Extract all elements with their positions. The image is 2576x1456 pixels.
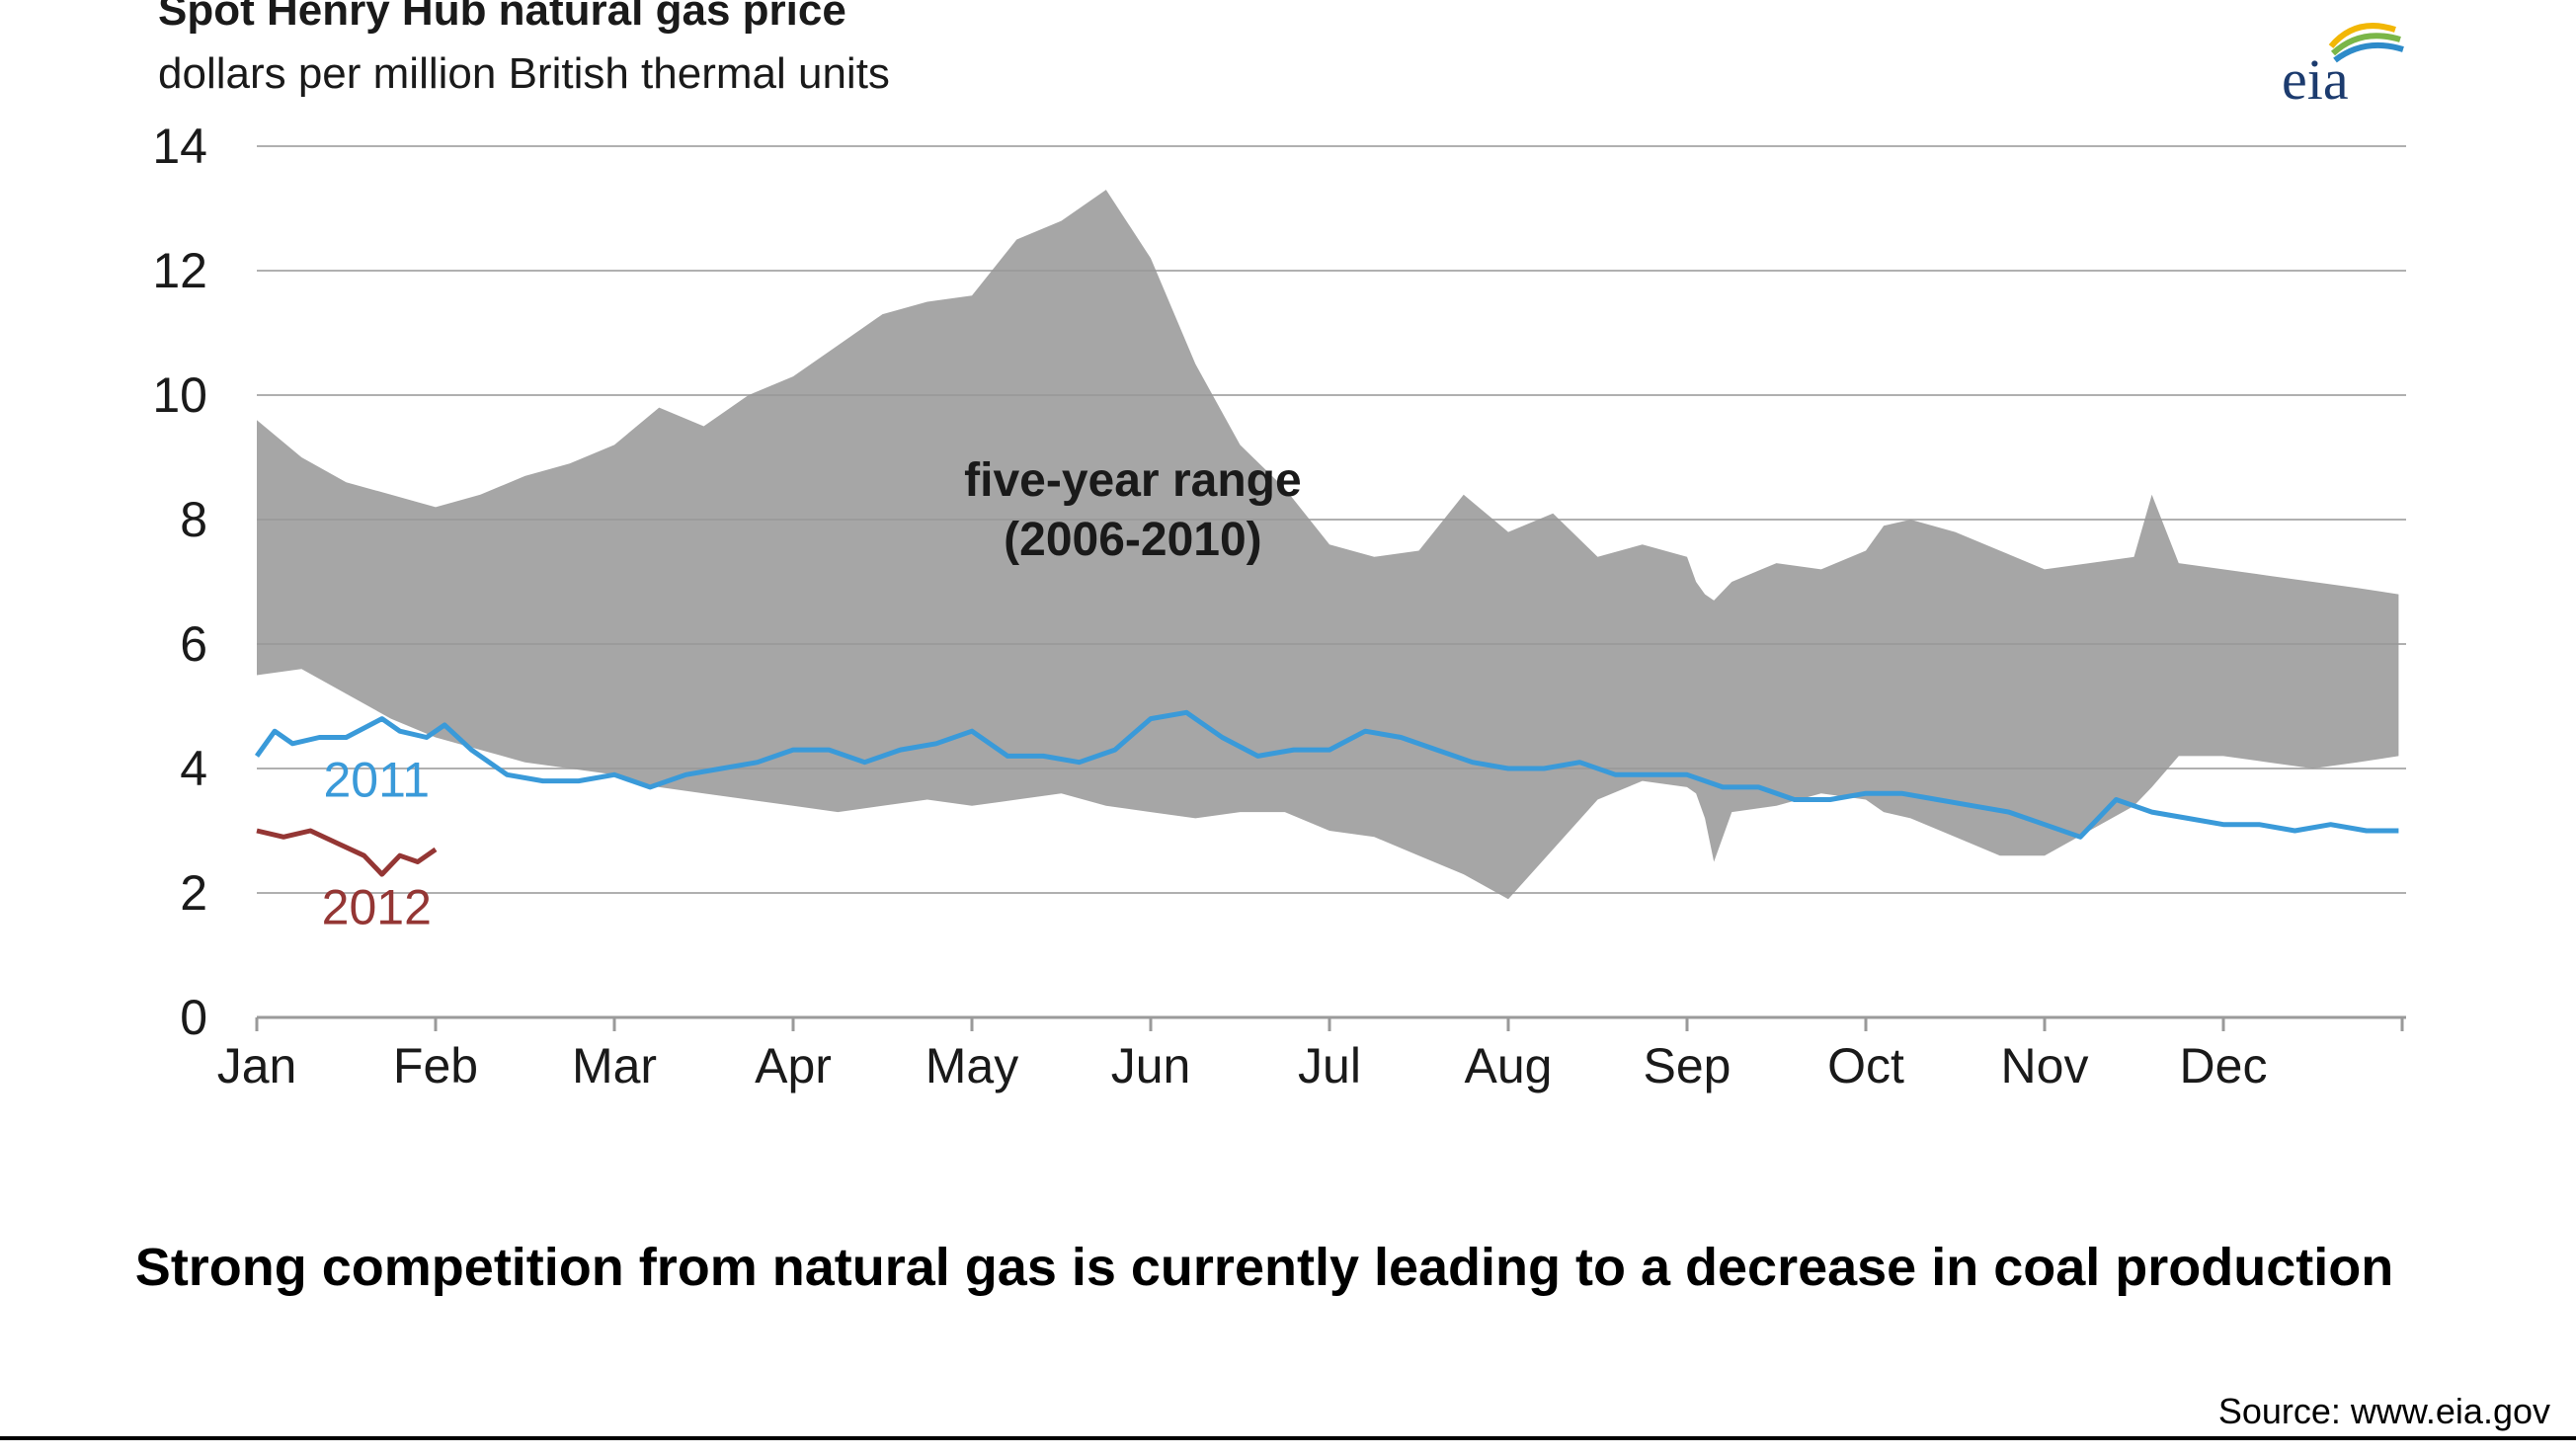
- headline: Strong competition from natural gas is c…: [134, 1238, 2394, 1297]
- x-tick-label: Jul: [1298, 1038, 1361, 1093]
- chart-area: 0 2 4 6 8 10 12 14 Jan Feb Mar Apr May Jun Jul Aug Sep Oc…: [152, 119, 2406, 1093]
- range-label: five-year range: [964, 454, 1302, 507]
- x-tick-label: Aug: [1465, 1038, 1553, 1093]
- bottom-rule: [0, 1436, 2576, 1440]
- eia-logo: eia: [2282, 23, 2404, 111]
- series-line-2011: [254, 709, 2399, 840]
- range-period-label: (2006-2010): [1004, 514, 1262, 566]
- y-tick-label: 12: [152, 243, 207, 298]
- x-tick-label: Sep: [1644, 1038, 1731, 1093]
- labels: five-year range (2006-2010) 2011 2012: [322, 454, 1302, 935]
- series-label-2012: 2012: [322, 880, 432, 935]
- series-line-2012: [256, 828, 438, 877]
- y-tick-label: 8: [180, 492, 207, 547]
- y-tick-label: 6: [180, 616, 207, 672]
- x-tick-label: Oct: [1827, 1038, 1904, 1093]
- y-tick-label: 2: [180, 865, 207, 921]
- x-tick-label: Jan: [217, 1038, 297, 1093]
- series-lines: [254, 145, 2406, 894]
- x-tick-label: Feb: [393, 1038, 478, 1093]
- x-tick-label: Dec: [2180, 1038, 2268, 1093]
- x-tick-label: May: [926, 1038, 1018, 1093]
- y-tick-label: 14: [152, 119, 207, 174]
- x-tick-label: Mar: [572, 1038, 657, 1093]
- chart-subtitle: dollars per million British thermal unit…: [158, 49, 890, 98]
- eia-logo-text: eia: [2282, 47, 2349, 111]
- five-year-range-area: [257, 190, 2399, 900]
- y-tick-label: 0: [180, 990, 207, 1045]
- x-tick-label: Jun: [1111, 1038, 1191, 1093]
- axes: 0 2 4 6 8 10 12 14 Jan Feb Mar Apr May Jun Jul Aug Sep Oc…: [152, 119, 2406, 1093]
- y-tick-label: 4: [180, 741, 207, 796]
- x-tick-label: Apr: [755, 1038, 832, 1093]
- chart-title: Spot Henry Hub natural gas price: [158, 0, 846, 35]
- source-credit: Source: www.eia.gov: [2217, 1391, 2550, 1431]
- x-tick-label: Nov: [2001, 1038, 2089, 1093]
- y-tick-label: 10: [152, 367, 207, 423]
- series-label-2011: 2011: [324, 752, 431, 807]
